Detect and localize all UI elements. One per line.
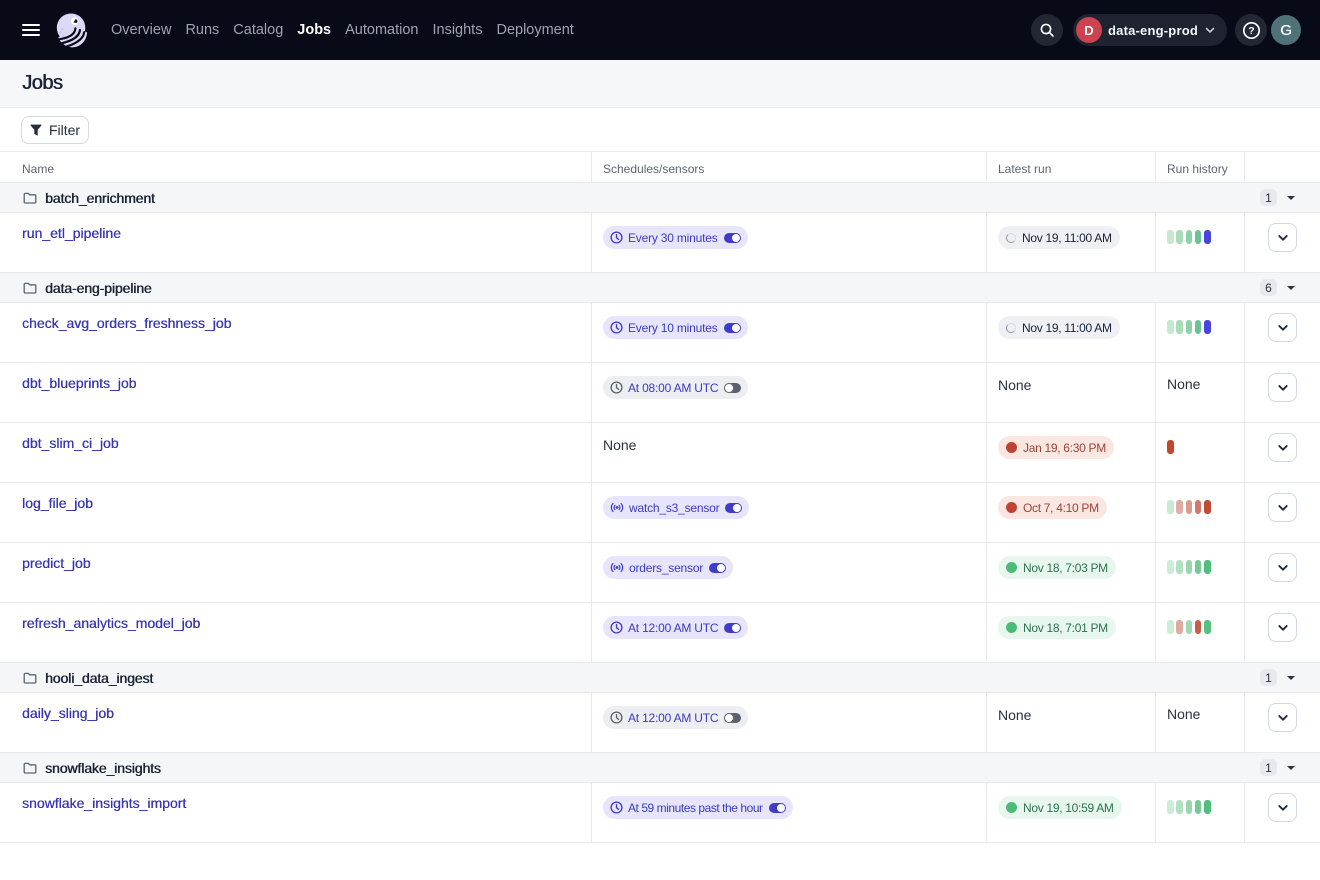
svg-text:?: ?	[1248, 25, 1254, 37]
